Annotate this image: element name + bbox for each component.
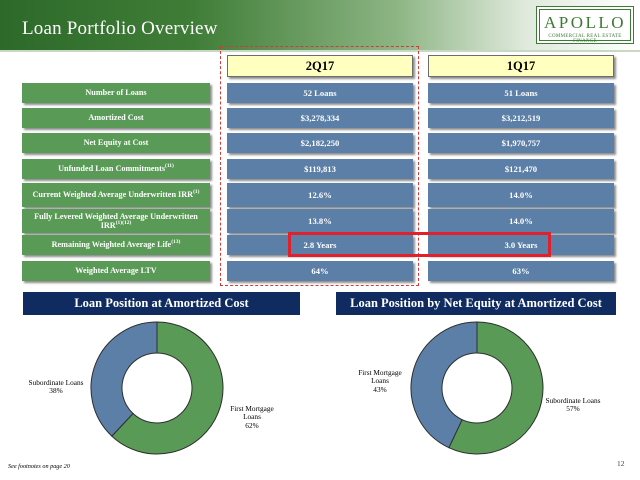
logo-name: APOLLO — [543, 13, 627, 32]
cell-1q17-remaining-life: 3.0 Years — [428, 235, 614, 255]
label-percent: 57% — [566, 404, 580, 414]
cell-2q17-unfunded-commitments: $119,813 — [227, 159, 413, 179]
column-header-1q17: 1Q17 — [428, 55, 614, 77]
footnote-marker: (1)(12) — [115, 220, 132, 226]
current-quarter-frame — [220, 46, 419, 286]
row-label-text: Remaining Weighted Average Life — [51, 240, 172, 250]
left-donut-slice-first-mortgage-loans — [111, 321, 224, 455]
footnote-reference: See footnotes on page 20 — [8, 463, 70, 470]
label-percent: 43% — [373, 384, 387, 394]
right-chart-title: Loan Position by Net Equity at Amortized… — [336, 292, 616, 315]
label-name: Subordinate Loans — [545, 396, 601, 405]
cell-1q17-amortized-cost: $3,212,519 — [428, 108, 614, 128]
remaining-life-highlight — [288, 232, 551, 257]
apollo-logo: APOLLO Commercial Real Estate Finance — [536, 6, 634, 44]
row-label-weighted-ltv: Weighted Average LTV — [22, 261, 210, 281]
page-number: 12 — [617, 459, 625, 468]
footnote-marker: (13) — [171, 239, 181, 246]
page-title: Loan Portfolio Overview — [22, 18, 218, 39]
right-donut-chart — [410, 321, 544, 455]
label-name: First Mortgage — [358, 368, 402, 377]
cell-2q17-amortized-cost: $3,278,334 — [227, 108, 413, 128]
row-label-text: Weighted Average LTV — [75, 266, 157, 276]
right-label-subordinate: Subordinate Loans 57% — [541, 396, 605, 414]
cell-2q17-current-irr: 12.6% — [227, 183, 413, 207]
row-label-net-equity: Net Equity at Cost — [22, 133, 210, 153]
cell-1q17-unfunded-commitments: $121,470 — [428, 159, 614, 179]
left-label-first-mortgage: First Mortgage Loans 62% — [224, 404, 280, 430]
left-donut-chart — [90, 321, 224, 455]
row-label-unfunded-commitments: Unfunded Loan Commitments(11) — [22, 159, 210, 179]
cell-2q17-net-equity: $2,182,250 — [227, 133, 413, 153]
label-name: Subordinate Loans — [28, 378, 84, 387]
row-label-text: Unfunded Loan Commitments — [58, 164, 166, 174]
cell-1q17-levered-irr: 14.0% — [428, 209, 614, 233]
logo-inner-border: APOLLO Commercial Real Estate Finance — [539, 9, 631, 44]
cell-2q17-remaining-life: 2.8 Years — [227, 235, 413, 255]
cell-1q17-number-of-loans: 51 Loans — [428, 83, 614, 103]
row-label-current-irr: Current Weighted Average Underwritten IR… — [22, 183, 210, 207]
row-label-number-of-loans: Number of Loans — [22, 83, 210, 103]
label-name: First Mortgage — [230, 404, 274, 413]
row-label-remaining-life: Remaining Weighted Average Life(13) — [22, 235, 210, 255]
footnote-marker: (1) — [193, 189, 200, 196]
cell-1q17-weighted-ltv: 63% — [428, 261, 614, 281]
logo-subtitle: Commercial Real Estate Finance — [548, 34, 622, 44]
label-percent: 62% — [245, 420, 259, 430]
row-label-text: Fully Levered Weighted Average Underwrit… — [34, 211, 198, 230]
left-label-subordinate: Subordinate Loans 38% — [26, 378, 86, 396]
footnote-marker: (11) — [165, 163, 174, 170]
row-label-levered-irr: Fully Levered Weighted Average Underwrit… — [22, 209, 210, 233]
row-label-text: Net Equity at Cost — [83, 138, 149, 148]
cell-2q17-number-of-loans: 52 Loans — [227, 83, 413, 103]
left-donut-slice-subordinate-loans — [90, 321, 158, 437]
label-name: Loans — [243, 412, 261, 422]
left-chart-title: Loan Position at Amortized Cost — [23, 292, 300, 315]
label-percent: 38% — [49, 386, 63, 396]
right-label-first-mortgage: First Mortgage Loans 43% — [352, 368, 408, 394]
header-bar: Loan Portfolio Overview APOLLO Commercia… — [0, 0, 640, 50]
cell-1q17-net-equity: $1,970,757 — [428, 133, 614, 153]
column-header-2q17: 2Q17 — [227, 55, 413, 77]
row-label-text: Amortized Cost — [88, 113, 144, 123]
header-divider — [0, 50, 640, 52]
label-name: Loans — [371, 376, 389, 386]
right-donut-slice-first-mortgage-loans — [410, 321, 478, 449]
cell-2q17-levered-irr: 13.8% — [227, 209, 413, 233]
right-donut-slice-subordinate-loans — [448, 321, 544, 455]
row-label-amortized-cost: Amortized Cost — [22, 108, 210, 128]
cell-2q17-weighted-ltv: 64% — [227, 261, 413, 281]
cell-1q17-current-irr: 14.0% — [428, 183, 614, 207]
row-label-text: Current Weighted Average Underwritten IR… — [32, 190, 194, 200]
row-label-text: Number of Loans — [85, 88, 147, 98]
